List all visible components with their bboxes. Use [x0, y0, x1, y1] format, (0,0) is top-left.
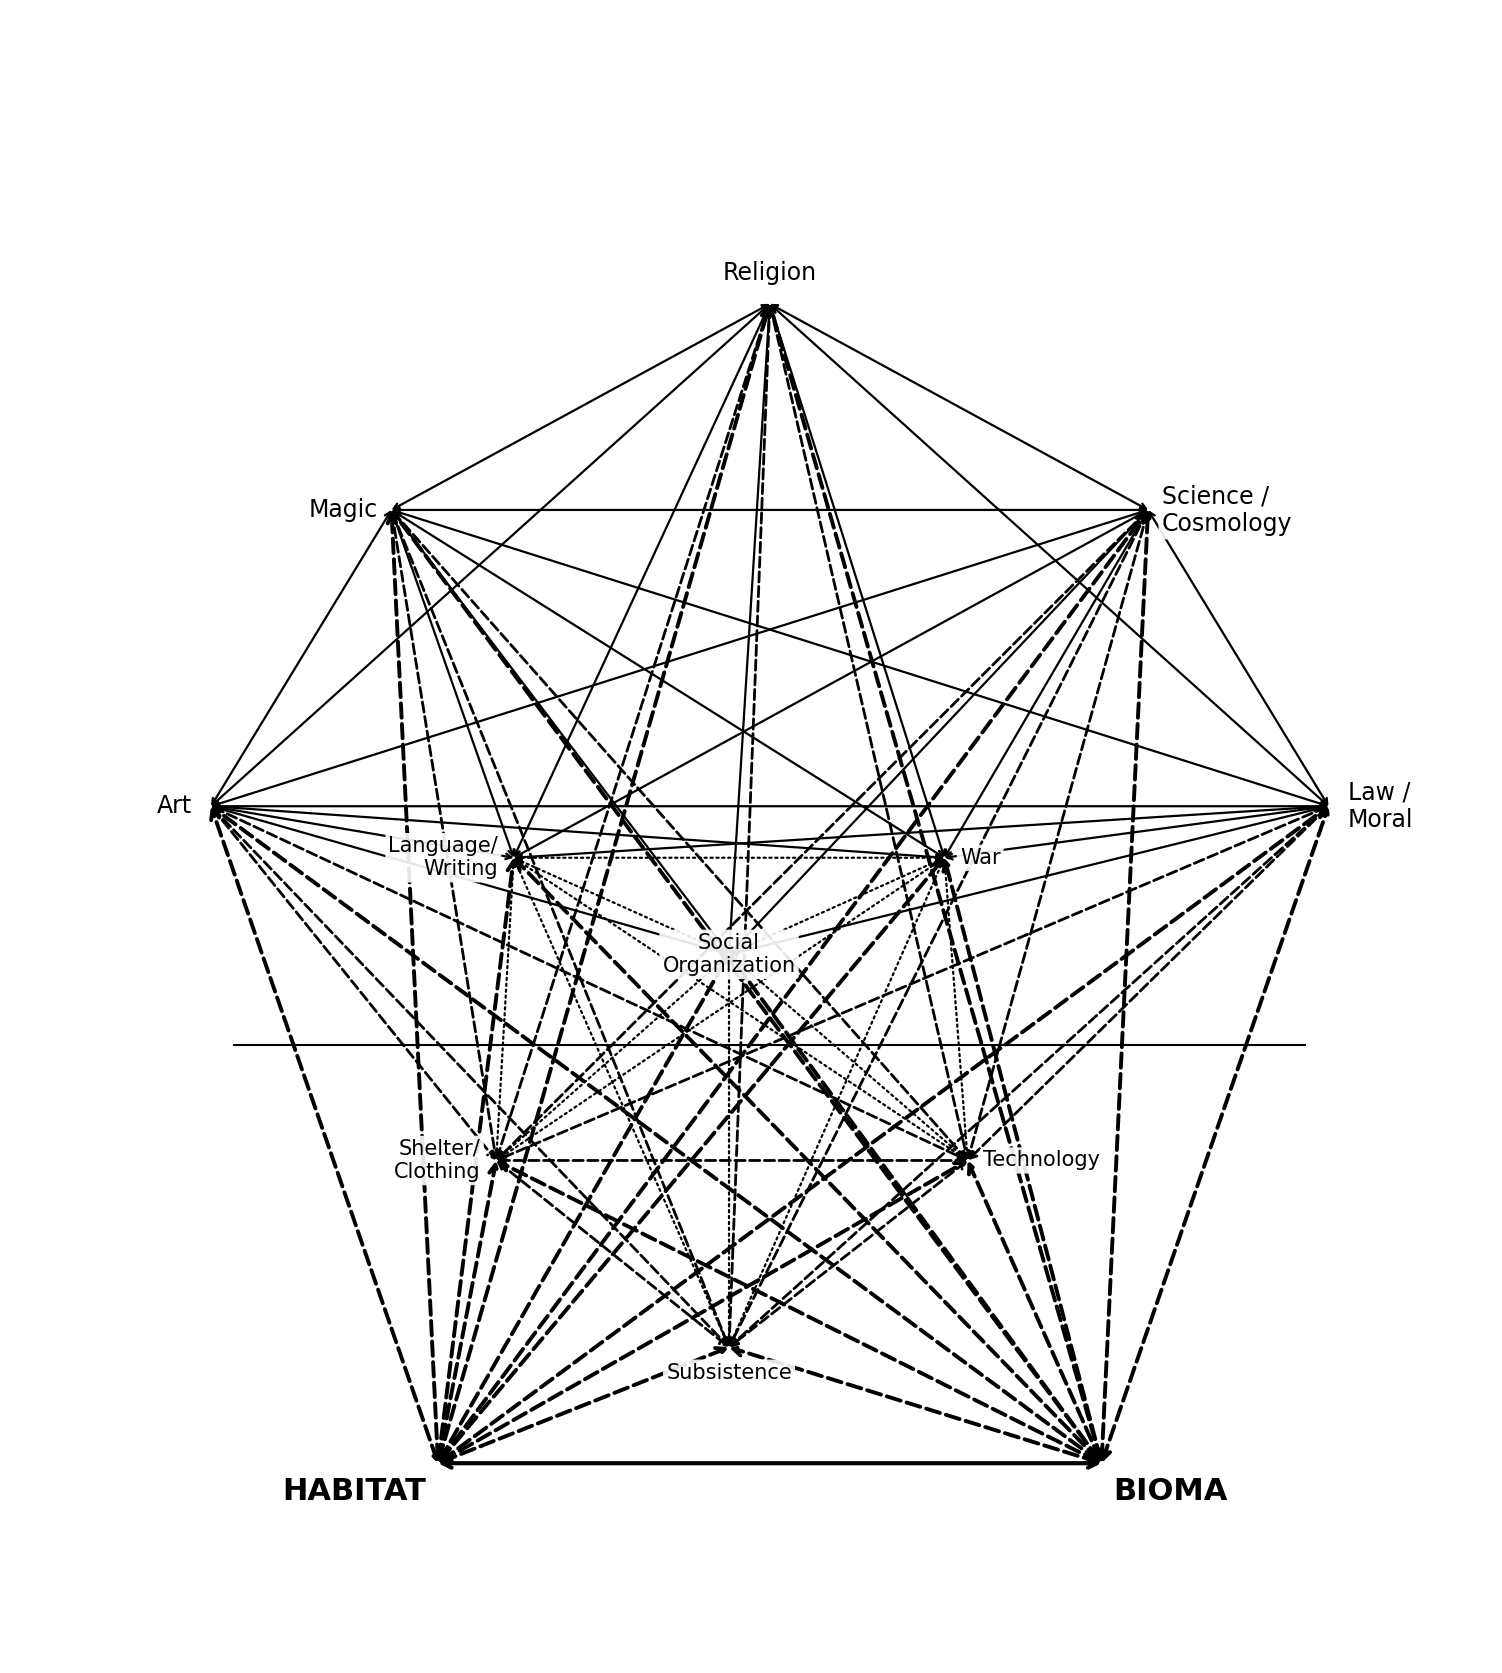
FancyArrowPatch shape	[499, 1158, 964, 1164]
FancyArrowPatch shape	[394, 304, 768, 509]
FancyArrowPatch shape	[731, 808, 1326, 1345]
FancyArrowPatch shape	[443, 1459, 1096, 1467]
FancyArrowPatch shape	[494, 860, 517, 1158]
FancyArrowPatch shape	[517, 805, 1326, 860]
FancyArrowPatch shape	[772, 306, 1326, 805]
FancyArrowPatch shape	[946, 512, 1148, 855]
Text: Subsistence: Subsistence	[667, 1363, 792, 1382]
FancyArrowPatch shape	[769, 306, 945, 855]
FancyArrowPatch shape	[731, 858, 942, 954]
FancyArrowPatch shape	[440, 862, 942, 1461]
FancyArrowPatch shape	[394, 514, 1099, 1461]
FancyArrowPatch shape	[772, 304, 1146, 509]
FancyArrowPatch shape	[517, 855, 942, 860]
FancyArrowPatch shape	[213, 808, 964, 1159]
FancyArrowPatch shape	[946, 805, 1326, 860]
FancyArrowPatch shape	[943, 862, 1102, 1459]
FancyArrowPatch shape	[731, 1163, 966, 1345]
FancyArrowPatch shape	[515, 512, 1146, 857]
FancyArrowPatch shape	[394, 507, 1146, 512]
Text: Shelter/
Clothing: Shelter/ Clothing	[394, 1139, 481, 1183]
FancyArrowPatch shape	[394, 512, 942, 857]
FancyArrowPatch shape	[213, 306, 768, 805]
FancyArrowPatch shape	[499, 806, 1326, 1159]
FancyArrowPatch shape	[442, 1163, 964, 1461]
FancyArrowPatch shape	[213, 808, 494, 1158]
FancyArrowPatch shape	[731, 805, 1326, 955]
FancyArrowPatch shape	[392, 514, 728, 1345]
FancyArrowPatch shape	[437, 308, 771, 1459]
FancyArrowPatch shape	[733, 1347, 1098, 1464]
FancyArrowPatch shape	[394, 512, 727, 952]
FancyArrowPatch shape	[500, 1163, 1098, 1461]
Text: Art: Art	[156, 795, 192, 818]
FancyArrowPatch shape	[725, 306, 772, 1343]
FancyArrowPatch shape	[1098, 514, 1152, 1459]
FancyArrowPatch shape	[731, 959, 1099, 1461]
FancyArrowPatch shape	[496, 306, 771, 1158]
Text: BIOMA: BIOMA	[1113, 1477, 1227, 1506]
FancyArrowPatch shape	[499, 955, 727, 1159]
FancyArrowPatch shape	[213, 806, 727, 955]
FancyArrowPatch shape	[213, 805, 942, 860]
FancyArrowPatch shape	[436, 862, 517, 1459]
Text: Magic: Magic	[308, 499, 377, 522]
FancyArrowPatch shape	[970, 808, 1326, 1158]
FancyArrowPatch shape	[436, 1164, 499, 1459]
Text: Social
Organization: Social Organization	[662, 934, 796, 975]
FancyArrowPatch shape	[727, 306, 772, 952]
FancyArrowPatch shape	[942, 860, 970, 1158]
FancyArrowPatch shape	[727, 957, 731, 1345]
FancyArrowPatch shape	[1101, 810, 1328, 1459]
FancyArrowPatch shape	[967, 514, 1149, 1158]
FancyArrowPatch shape	[440, 959, 727, 1459]
FancyArrowPatch shape	[389, 514, 499, 1158]
FancyArrowPatch shape	[499, 512, 1146, 1158]
FancyArrowPatch shape	[517, 862, 1098, 1461]
FancyArrowPatch shape	[515, 860, 966, 1159]
FancyArrowPatch shape	[514, 860, 728, 1345]
FancyArrowPatch shape	[212, 810, 439, 1459]
FancyArrowPatch shape	[394, 510, 1326, 806]
FancyArrowPatch shape	[213, 510, 1146, 806]
FancyArrowPatch shape	[731, 512, 1146, 952]
FancyArrowPatch shape	[213, 808, 727, 1345]
FancyArrowPatch shape	[215, 808, 1098, 1461]
Text: HABITAT: HABITAT	[282, 1477, 427, 1506]
FancyArrowPatch shape	[969, 1164, 1101, 1459]
FancyArrowPatch shape	[731, 955, 966, 1159]
FancyArrowPatch shape	[394, 512, 966, 1158]
FancyArrowPatch shape	[213, 805, 511, 860]
FancyArrowPatch shape	[213, 803, 1326, 810]
FancyArrowPatch shape	[1149, 512, 1328, 805]
FancyArrowPatch shape	[499, 860, 942, 1159]
FancyArrowPatch shape	[517, 858, 727, 954]
FancyArrowPatch shape	[730, 512, 1146, 1345]
FancyArrowPatch shape	[388, 514, 442, 1459]
Text: War: War	[960, 848, 1000, 868]
Text: Language/
Writing: Language/ Writing	[389, 836, 499, 880]
Text: Science /
Cosmology: Science / Cosmology	[1163, 483, 1293, 535]
FancyArrowPatch shape	[769, 308, 1102, 1459]
FancyArrowPatch shape	[515, 306, 769, 855]
FancyArrowPatch shape	[442, 808, 1325, 1461]
Text: Law /
Moral: Law / Moral	[1347, 780, 1413, 831]
Text: Technology: Technology	[984, 1151, 1099, 1171]
Text: Religion: Religion	[722, 261, 817, 284]
FancyArrowPatch shape	[769, 306, 969, 1158]
FancyArrowPatch shape	[440, 514, 1146, 1461]
FancyArrowPatch shape	[392, 512, 514, 855]
FancyArrowPatch shape	[212, 512, 391, 805]
FancyArrowPatch shape	[442, 1348, 725, 1462]
FancyArrowPatch shape	[499, 1163, 727, 1345]
FancyArrowPatch shape	[730, 860, 943, 1345]
